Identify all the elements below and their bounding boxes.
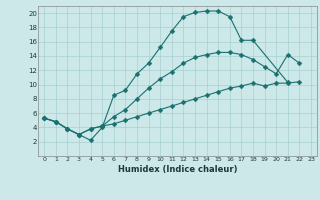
X-axis label: Humidex (Indice chaleur): Humidex (Indice chaleur) [118,165,237,174]
